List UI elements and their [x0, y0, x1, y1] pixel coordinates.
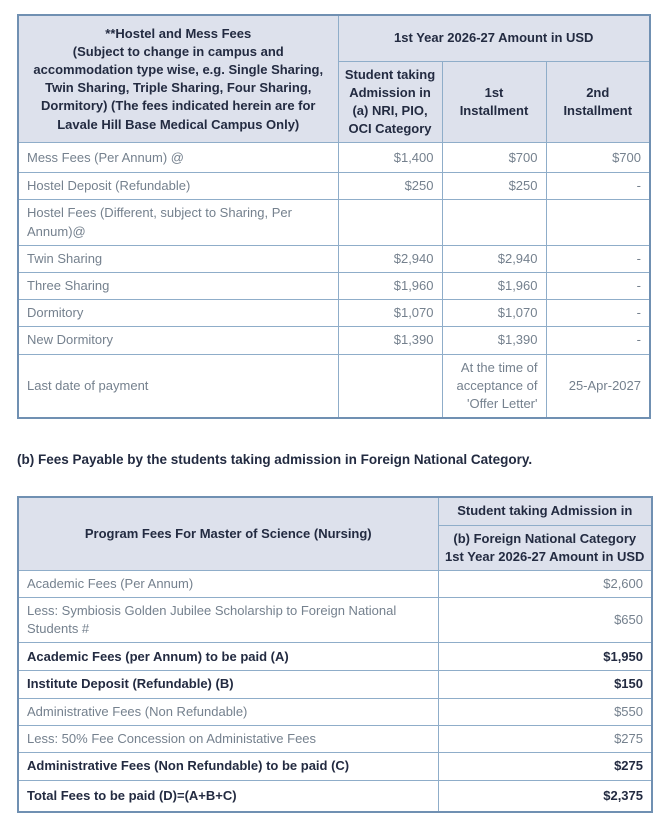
fee-value: $2,375: [437, 780, 653, 813]
fee-value: $275: [437, 752, 653, 782]
hostel-mess-header-cell: **Hostel and Mess Fees (Subject to chang…: [17, 14, 339, 144]
table-row: New Dormitory $1,390 $1,390 -: [17, 326, 651, 355]
fee-label: Less: 50% Fee Concession on Administativ…: [17, 724, 439, 754]
table-row: Academic Fees (per Annum) to be paid (A)…: [17, 642, 653, 672]
fee-installment-1: At the time of acceptance of 'Offer Lett…: [441, 353, 547, 419]
fee-amount: $1,960: [337, 271, 443, 301]
fee-installment-1: $1,390: [441, 326, 547, 355]
fee-value: $2,600: [437, 569, 653, 599]
fee-installment-1: $2,940: [441, 244, 547, 274]
fee-installment-2: [545, 199, 651, 246]
fee-label: Less: Symbiosis Golden Jubilee Scholarsh…: [17, 597, 439, 644]
foreign-national-fees-table: Program Fees For Master of Science (Nurs…: [17, 496, 653, 813]
fee-installment-1: $700: [441, 142, 547, 174]
fee-installment-2: -: [545, 271, 651, 301]
fee-value: $275: [437, 724, 653, 754]
student-admission-header-cell: Student taking Admission in: [437, 496, 653, 526]
fee-label: Academic Fees (Per Annum): [17, 569, 439, 599]
fee-amount: $1,400: [337, 142, 443, 174]
fee-installment-2: 25-Apr-2027: [545, 353, 651, 419]
fee-installment-2: -: [545, 244, 651, 274]
fee-label: Three Sharing: [17, 271, 339, 301]
fee-value: $150: [437, 670, 653, 699]
fee-installment-2: -: [545, 172, 651, 201]
table-row: Hostel Fees (Different, subject to Shari…: [17, 199, 651, 246]
table-row: Less: 50% Fee Concession on Administativ…: [17, 724, 653, 754]
table-row: Mess Fees (Per Annum) @ $1,400 $700 $700: [17, 142, 651, 174]
fee-label: Last date of payment: [17, 353, 339, 419]
fee-value: $550: [437, 697, 653, 726]
hostel-mess-title: **Hostel and Mess Fees: [105, 25, 252, 41]
fee-value: $650: [437, 597, 653, 644]
fee-amount: $1,390: [337, 326, 443, 355]
fee-label: Administrative Fees (Non Refundable) to …: [17, 752, 439, 782]
table-row: Last date of payment At the time of acce…: [17, 353, 651, 419]
fee-label: New Dormitory: [17, 326, 339, 355]
table-row: Hostel Deposit (Refundable) $250 $250 -: [17, 172, 651, 201]
table-row: Twin Sharing $2,940 $2,940 -: [17, 244, 651, 274]
section-b-heading: (b) Fees Payable by the students taking …: [17, 452, 533, 468]
fee-amount: $1,070: [337, 299, 443, 328]
fee-installment-1: [441, 199, 547, 246]
fee-installment-1: $250: [441, 172, 547, 201]
fee-label: Total Fees to be paid (D)=(A+B+C): [17, 780, 439, 813]
table-row: Three Sharing $1,960 $1,960 -: [17, 271, 651, 301]
fee-label: Twin Sharing: [17, 244, 339, 274]
foreign-national-category-line: (b) Foreign National Category: [453, 530, 637, 546]
fee-amount: [337, 199, 443, 246]
nri-category-header-cell: Student taking Admission in (a) NRI, PIO…: [337, 60, 443, 144]
hostel-mess-subtitle: (Subject to change in campus and accommo…: [33, 43, 324, 132]
table-row: Administrative Fees (Non Refundable) $55…: [17, 697, 653, 726]
fee-value: $1,950: [437, 642, 653, 672]
foreign-national-category-header-cell: (b) Foreign National Category 1st Year 2…: [437, 524, 653, 571]
fee-label: Institute Deposit (Refundable) (B): [17, 670, 439, 699]
fee-label: Academic Fees (per Annum) to be paid (A): [17, 642, 439, 672]
fee-installment-2: -: [545, 326, 651, 355]
second-installment-header-cell: 2nd Installment: [545, 60, 651, 144]
fee-installment-1: $1,960: [441, 271, 547, 301]
year-amount-usd-line: 1st Year 2026-27 Amount in USD: [445, 548, 645, 564]
fee-label: Hostel Fees (Different, subject to Shari…: [17, 199, 339, 246]
fee-label: Dormitory: [17, 299, 339, 328]
table-row: Administrative Fees (Non Refundable) to …: [17, 752, 653, 782]
fee-amount: [337, 353, 443, 419]
table-row: Less: Symbiosis Golden Jubilee Scholarsh…: [17, 597, 653, 644]
year-amount-header-cell: 1st Year 2026-27 Amount in USD: [337, 14, 651, 62]
program-fees-header-cell: Program Fees For Master of Science (Nurs…: [17, 496, 439, 571]
fee-installment-2: -: [545, 299, 651, 328]
table-row: Institute Deposit (Refundable) (B) $150: [17, 670, 653, 699]
fee-label: Administrative Fees (Non Refundable): [17, 697, 439, 726]
fee-amount: $2,940: [337, 244, 443, 274]
table-row: Dormitory $1,070 $1,070 -: [17, 299, 651, 328]
hostel-mess-fees-table: **Hostel and Mess Fees (Subject to chang…: [17, 14, 651, 420]
fee-label: Hostel Deposit (Refundable): [17, 172, 339, 201]
fee-amount: $250: [337, 172, 443, 201]
fee-label: Mess Fees (Per Annum) @: [17, 142, 339, 174]
fee-installment-1: $1,070: [441, 299, 547, 328]
table-row: Academic Fees (Per Annum) $2,600: [17, 569, 653, 599]
fee-installment-2: $700: [545, 142, 651, 174]
first-installment-header-cell: 1st Installment: [441, 60, 547, 144]
table-row: Total Fees to be paid (D)=(A+B+C) $2,375: [17, 780, 653, 813]
